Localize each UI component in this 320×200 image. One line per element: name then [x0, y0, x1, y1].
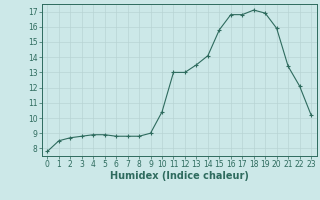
X-axis label: Humidex (Indice chaleur): Humidex (Indice chaleur)	[110, 171, 249, 181]
